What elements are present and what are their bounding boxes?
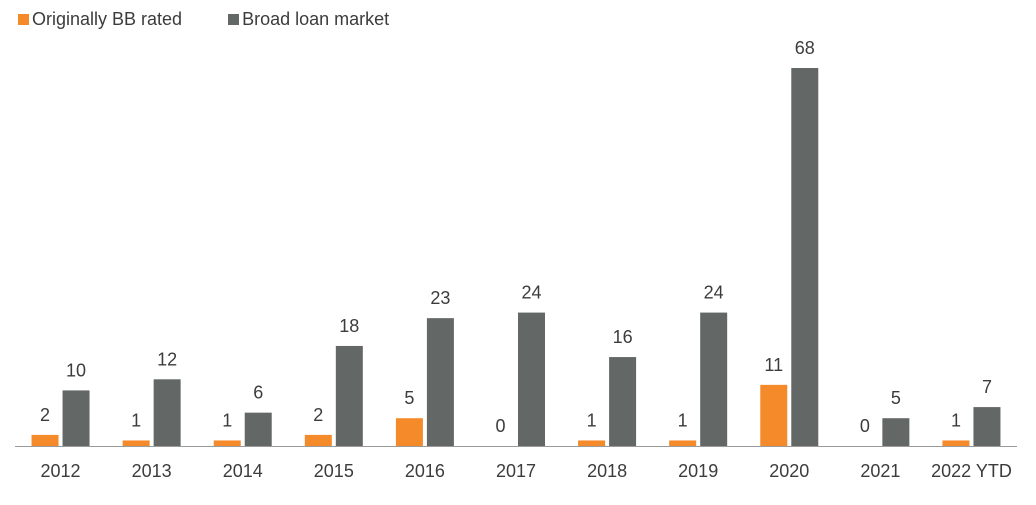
bar-bb-rated-2015 xyxy=(304,434,332,446)
bar-broad-market-2012 xyxy=(62,390,90,446)
bar-bb-rated-2013 xyxy=(122,440,150,446)
data-label-broad-market-2019: 24 xyxy=(704,283,724,303)
data-label-broad-market-2014: 6 xyxy=(253,383,263,403)
legend-item-broad-market: Broad loan market xyxy=(228,9,389,30)
data-label-broad-market-2020: 68 xyxy=(795,38,815,58)
legend-swatch-broad-market xyxy=(228,14,240,25)
data-label-bb-rated-2016: 5 xyxy=(404,388,414,408)
bar-bb-rated-2014 xyxy=(213,440,241,446)
data-label-bb-rated-2020: 11 xyxy=(764,355,783,375)
bar-broad-market-2020 xyxy=(791,68,819,446)
data-label-broad-market-2012: 10 xyxy=(66,360,86,380)
bar-broad-market-2018 xyxy=(609,357,637,446)
bar-broad-market-2016 xyxy=(426,318,454,446)
x-tick-label-2019: 2019 xyxy=(678,461,718,481)
data-label-bb-rated-2021: 0 xyxy=(860,416,870,436)
legend-label-bb-rated: Originally BB rated xyxy=(32,9,183,29)
data-label-bb-rated-2012: 2 xyxy=(40,405,50,425)
data-label-broad-market-2015: 18 xyxy=(339,316,359,336)
bar-broad-market-2017 xyxy=(518,312,545,446)
bar-bb-rated-2016 xyxy=(395,418,423,446)
data-label-broad-market-2018: 16 xyxy=(613,327,633,347)
x-tick-label-2020: 2020 xyxy=(769,461,809,481)
bar-broad-market-2015 xyxy=(335,345,363,446)
bar-broad-market-2014 xyxy=(244,412,272,446)
x-tick-label-2013: 2013 xyxy=(132,461,172,481)
x-tick-label-2012: 2012 xyxy=(41,461,81,481)
chart-legend: Originally BB rated Broad loan market xyxy=(18,9,435,30)
data-label-broad-market-2017: 24 xyxy=(521,283,541,303)
data-label-broad-market-2016: 23 xyxy=(430,288,450,308)
bar-bb-rated-2022-ytd xyxy=(942,440,970,446)
x-tick-label-2016: 2016 xyxy=(405,461,445,481)
bar-bb-rated-2018 xyxy=(578,440,606,446)
x-tick-label-2022-ytd: 2022 YTD xyxy=(931,461,1012,481)
x-tick-label-2015: 2015 xyxy=(314,461,354,481)
bar-broad-market-2019 xyxy=(700,312,728,446)
x-tick-label-2017: 2017 xyxy=(496,461,536,481)
legend-swatch-bb-rated xyxy=(18,14,29,25)
bar-bb-rated-2019 xyxy=(669,440,697,446)
x-tick-label-2021: 2021 xyxy=(860,461,900,481)
data-label-broad-market-2022-ytd: 7 xyxy=(982,377,992,397)
data-label-broad-market-2013: 12 xyxy=(157,349,177,369)
data-label-bb-rated-2013: 1 xyxy=(131,410,141,430)
legend-label-broad-market: Broad loan market xyxy=(242,9,390,29)
bar-broad-market-2013 xyxy=(153,379,181,446)
data-label-bb-rated-2014: 1 xyxy=(222,410,232,430)
data-label-bb-rated-2018: 1 xyxy=(587,410,597,430)
x-tick-label-2014: 2014 xyxy=(223,461,263,481)
bar-bb-rated-2020 xyxy=(760,384,788,446)
data-label-bb-rated-2015: 2 xyxy=(313,405,323,425)
data-label-bb-rated-2019: 1 xyxy=(678,410,688,430)
bar-bb-rated-2012 xyxy=(31,434,59,446)
x-tick-label-2018: 2018 xyxy=(587,461,627,481)
bar-broad-market-2021 xyxy=(882,418,910,446)
data-label-bb-rated-2017: 0 xyxy=(495,416,505,436)
data-label-bb-rated-2022-ytd: 1 xyxy=(951,410,961,430)
bar-broad-market-2022-ytd xyxy=(973,407,1001,446)
legend-item-bb-rated: Originally BB rated xyxy=(18,9,182,30)
data-label-broad-market-2021: 5 xyxy=(891,388,901,408)
